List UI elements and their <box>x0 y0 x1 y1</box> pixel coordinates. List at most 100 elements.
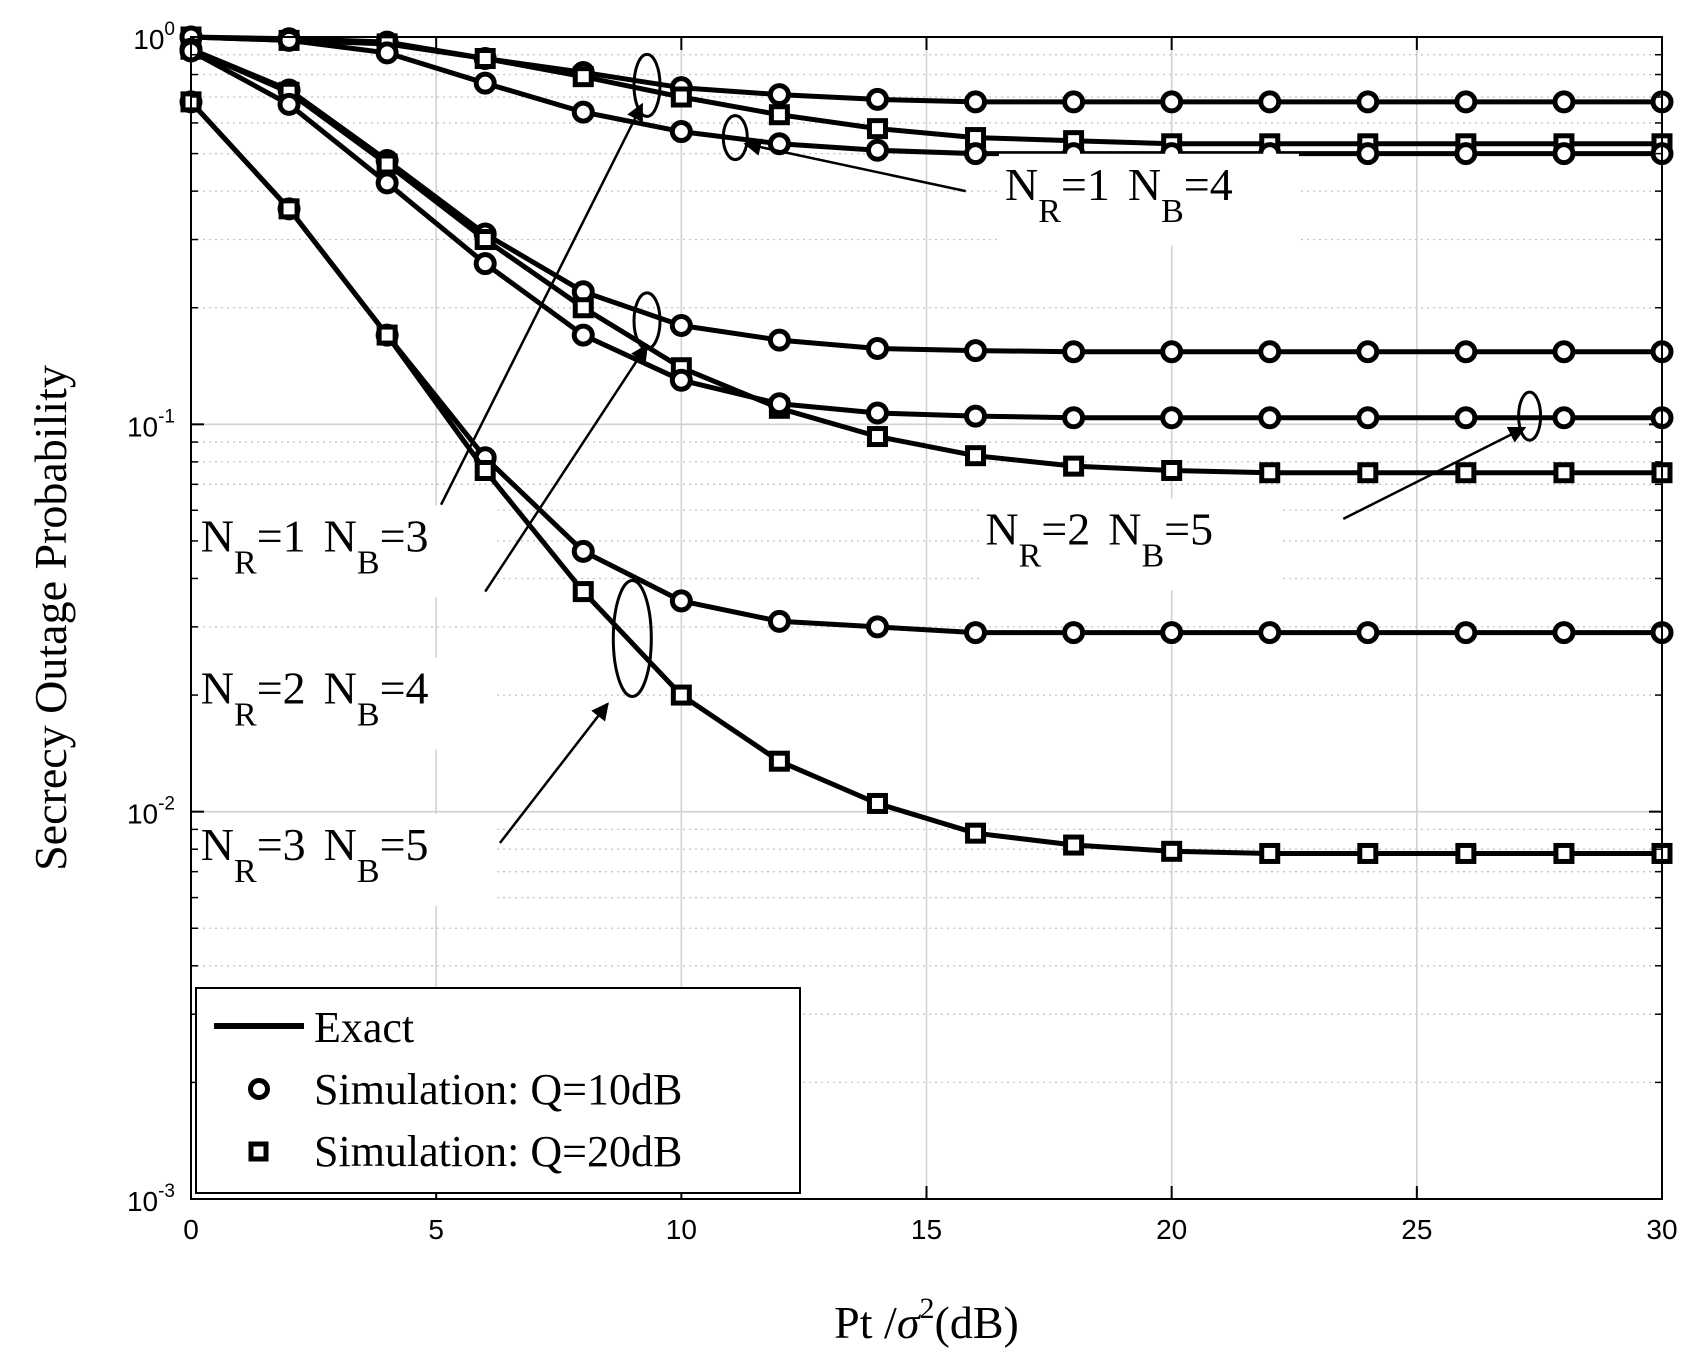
data-point-circle <box>1160 406 1184 430</box>
x-axis-title-tail: (dB) <box>935 1297 1019 1348</box>
data-point-circle <box>669 589 693 613</box>
legend-label-exact: Exact <box>314 1003 414 1052</box>
data-point-circle <box>1454 406 1478 430</box>
data-point-circle <box>865 138 889 162</box>
data-point-circle <box>1356 90 1380 114</box>
data-point-square <box>1357 462 1379 484</box>
annotation-arrow <box>439 102 644 506</box>
y-tick-base: 10 <box>127 799 158 830</box>
data-point-circle <box>865 87 889 111</box>
data-point-square <box>866 426 888 448</box>
data-point-circle <box>1160 340 1184 364</box>
annotation-label: NR=1 NB=4 <box>1005 159 1233 230</box>
y-tick-exponent: 0 <box>164 19 175 40</box>
annotation-label-background <box>998 153 1299 246</box>
data-point-square <box>965 445 987 467</box>
data-point-circle <box>865 336 889 360</box>
annotation-nr2nb5: NR=2 NB=5 <box>979 390 1543 591</box>
annotation-arrow <box>498 702 609 844</box>
data-point-circle <box>865 615 889 639</box>
data-point-circle <box>1454 621 1478 645</box>
annotations: NR=1 NB=4NR=1 NB=3NR=2 NB=4NR=2 NB=5NR=3 NB=5 <box>194 52 1543 907</box>
y-tick-base: 10 <box>127 411 158 442</box>
legend-box <box>195 987 801 1194</box>
data-point-square <box>474 459 496 481</box>
data-point-circle <box>1356 142 1380 166</box>
data-point-circle <box>964 621 988 645</box>
data-point-circle <box>1258 621 1282 645</box>
annotation-arrow <box>743 138 966 193</box>
data-point-square <box>670 684 692 706</box>
data-point-circle <box>375 171 399 195</box>
y-tick-label: 10-1 <box>127 406 175 442</box>
annotation-label: NR=2 NB=4 <box>201 663 429 734</box>
y-tick-label: 10-3 <box>127 1181 175 1217</box>
data-point-circle <box>964 339 988 363</box>
series-line <box>190 46 1662 355</box>
x-axis-title: Pt /σ2(dB) <box>834 1292 1019 1348</box>
data-point-circle <box>571 100 595 124</box>
y-tick-exponent: -2 <box>158 794 175 815</box>
series-4 <box>180 38 1673 484</box>
data-point-square <box>768 104 790 126</box>
annotation-label-sub-r: R <box>234 853 257 890</box>
annotation-label: NR=3 NB=5 <box>201 819 429 890</box>
data-point-circle <box>1258 406 1282 430</box>
data-point-circle <box>473 71 497 95</box>
data-point-circle <box>964 142 988 166</box>
data-point-circle <box>1552 90 1576 114</box>
data-point-square <box>866 792 888 814</box>
legend-circle-marker <box>248 1078 270 1100</box>
data-point-circle <box>277 92 301 116</box>
x-tick-label: 30 <box>1646 1214 1677 1245</box>
data-point-square <box>474 229 496 251</box>
annotation-label-value-b: =3 <box>380 510 429 561</box>
data-point-circle <box>767 609 791 633</box>
x-tick-label: 5 <box>428 1214 444 1245</box>
data-point-square <box>572 66 594 88</box>
annotation-label-value-b: =5 <box>380 819 429 870</box>
data-point-circle <box>277 28 301 52</box>
annotation-label-value-b: =4 <box>380 663 429 714</box>
annotation-label-n: N <box>201 663 234 714</box>
legend-square-marker <box>248 1141 269 1162</box>
legend: Exact Simulation: Q=10dB Simulation: Q=2… <box>195 987 801 1194</box>
data-point-square <box>965 822 987 844</box>
annotation-ellipse <box>632 52 662 118</box>
data-point-square <box>376 324 398 346</box>
data-point-square <box>768 750 790 772</box>
annotation-label-value-r: =3 <box>257 819 306 870</box>
annotation-label-sub-b: B <box>1141 537 1164 574</box>
annotation-nr2nb4: NR=2 NB=4 <box>194 291 662 750</box>
annotation-arrow <box>1342 426 1527 521</box>
annotation-label-sub-r: R <box>1019 537 1042 574</box>
x-tick-label: 0 <box>183 1214 199 1245</box>
data-point-circle <box>767 132 791 156</box>
data-point-circle <box>1258 90 1282 114</box>
data-point-circle <box>1062 90 1086 114</box>
data-point-square <box>474 48 496 70</box>
x-tick-label: 20 <box>1156 1214 1187 1245</box>
data-point-square <box>1063 834 1085 856</box>
y-tick-label: 100 <box>133 19 175 55</box>
data-point-circle <box>1356 406 1380 430</box>
x-axis-title-main: Pt / <box>834 1297 897 1348</box>
annotation-label-n: N <box>324 510 357 561</box>
annotation-label-value-r: =2 <box>1041 503 1090 554</box>
data-point-circle <box>964 90 988 114</box>
annotation-nr1nb3: NR=1 NB=3 <box>194 52 662 598</box>
annotation-label-sub-b: B <box>357 544 380 581</box>
data-point-square <box>572 581 594 603</box>
annotation-label-value-r: =2 <box>257 663 306 714</box>
annotation-label-background <box>194 657 495 750</box>
annotation-label-background <box>979 498 1280 591</box>
annotation-nr3nb5: NR=3 NB=5 <box>194 578 653 907</box>
series-line <box>189 100 1662 636</box>
annotation-label-n: N <box>324 663 357 714</box>
data-point-circle <box>1552 406 1576 430</box>
series-line <box>189 46 1662 476</box>
annotation-label-n: N <box>1108 503 1141 554</box>
data-point-square <box>1455 462 1477 484</box>
